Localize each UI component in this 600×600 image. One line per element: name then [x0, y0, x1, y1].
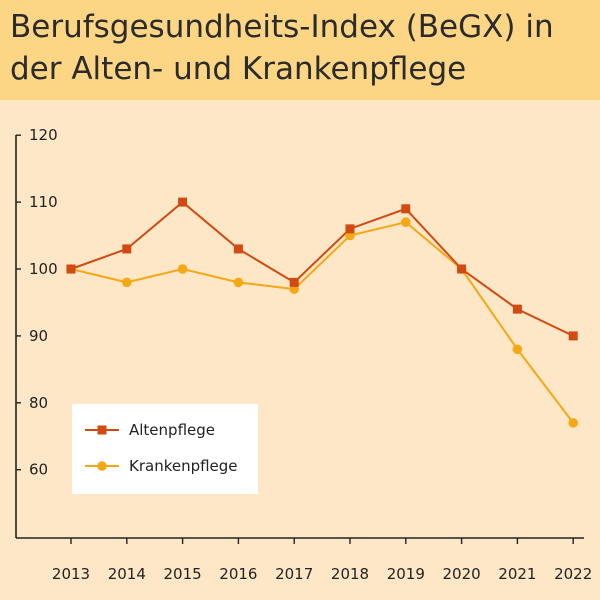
x-tick-label: 2016: [219, 565, 257, 583]
x-tick-label: 2022: [554, 565, 592, 583]
x-tick-label: 2021: [498, 565, 536, 583]
data-point-altenpflege: [122, 244, 132, 254]
data-point-altenpflege: [345, 224, 355, 234]
data-point-krankenpflege: [568, 418, 578, 428]
y-tick-label: 60: [29, 461, 48, 479]
x-tick-label: 2019: [387, 565, 425, 583]
data-point-altenpflege: [568, 331, 578, 341]
data-point-krankenpflege: [512, 344, 523, 355]
legend: Altenpflege Krankenpflege: [72, 404, 258, 494]
x-tick-label: 2013: [52, 565, 90, 583]
chart-title: Berufsgesundheits-Index (BeGX) in der Al…: [10, 9, 554, 87]
y-tick-label: 120: [29, 126, 58, 144]
x-tick-label: 2017: [275, 565, 313, 583]
series-line-altenpflege: [70, 200, 574, 337]
x-tick-label: 2015: [164, 565, 202, 583]
series-line-krankenpflege: [70, 221, 574, 424]
legend-label-krankenpflege: Krankenpflege: [129, 457, 238, 475]
y-tick-label: 90: [29, 327, 48, 345]
title-banner: Berufsgesundheits-Index (BeGX) in der Al…: [0, 0, 600, 100]
data-point-altenpflege: [233, 244, 243, 254]
data-point-krankenpflege: [122, 277, 132, 288]
data-point-altenpflege: [66, 264, 76, 274]
legend-marker-altenpflege: [97, 425, 107, 435]
data-point-altenpflege: [512, 304, 522, 314]
y-tick-label: 100: [29, 260, 58, 278]
legend-box: [72, 404, 258, 494]
data-point-krankenpflege: [401, 217, 411, 227]
x-tick-label: 2014: [108, 565, 146, 583]
data-point-altenpflege: [289, 277, 299, 287]
data-point-krankenpflege: [177, 264, 188, 274]
data-point-altenpflege: [457, 264, 467, 274]
data-point-altenpflege: [401, 204, 411, 214]
data-point-altenpflege: [178, 197, 188, 207]
y-tick-label: 110: [29, 193, 58, 211]
legend-label-altenpflege: Altenpflege: [129, 421, 215, 439]
legend-marker-krankenpflege: [97, 461, 107, 471]
data-point-krankenpflege: [233, 277, 244, 288]
y-tick-label: 80: [29, 394, 48, 412]
x-tick-label: 2018: [331, 565, 369, 583]
x-tick-label: 2020: [443, 565, 481, 583]
